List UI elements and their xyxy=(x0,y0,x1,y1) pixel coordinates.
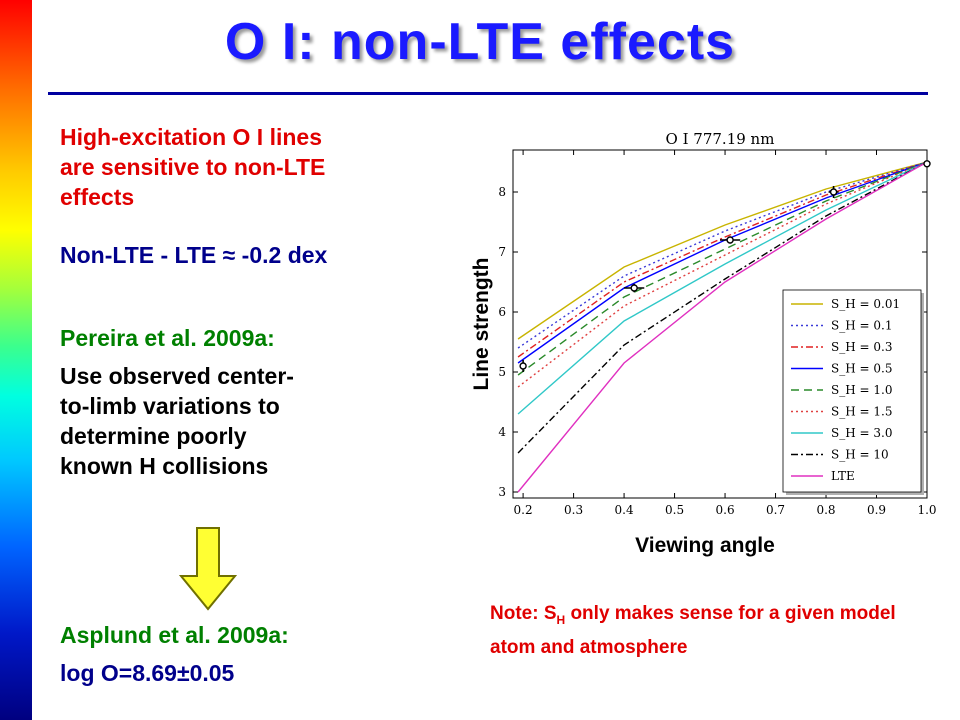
y-tick-label: 4 xyxy=(498,425,506,439)
observation-point xyxy=(829,188,838,196)
note-rest: only makes sense for a given model atom … xyxy=(490,603,896,658)
legend-label: S_H = 0.1 xyxy=(831,319,892,333)
legend-label: S_H = 0.5 xyxy=(831,362,892,376)
x-tick-label: 0.2 xyxy=(514,503,533,517)
observation-point xyxy=(630,284,638,292)
note-prefix: Note: S xyxy=(490,603,557,624)
para1-line-3: effects xyxy=(60,184,135,210)
series-line-6 xyxy=(517,161,928,388)
note-subscript: H xyxy=(556,612,566,627)
x-tick-label: 0.6 xyxy=(716,503,735,517)
rainbow-sidebar xyxy=(0,0,32,720)
x-axis-label: Viewing angle xyxy=(635,534,775,557)
legend-label: S_H = 0.3 xyxy=(831,340,892,354)
series-line-1 xyxy=(517,161,928,340)
y-axis-label: Line strength xyxy=(470,257,493,390)
reference-pereira: Pereira et al. 2009a: xyxy=(60,325,275,351)
observation-point xyxy=(923,160,931,168)
x-tick-label: 0.4 xyxy=(615,503,634,517)
x-tick-label: 0.7 xyxy=(766,503,785,517)
observation-point xyxy=(519,362,527,370)
line-chart: O I 777.19 nm 0.2 0.3 0.4 0.5 0.6 0.7 0.8 0.9 1.0… xyxy=(470,130,937,557)
x-tick-label: 0.3 xyxy=(564,503,583,517)
chart-title: O I 777.19 nm xyxy=(666,130,775,148)
series-line-8 xyxy=(517,161,928,454)
series-line-2 xyxy=(517,161,928,349)
slide-title: O I: non-LTE effects xyxy=(224,13,736,71)
para1-block: High-excitation O I lines are sensitive … xyxy=(60,122,325,212)
para2-line-3: determine poorly xyxy=(60,423,247,449)
para2-line-4: known H collisions xyxy=(60,453,269,479)
legend-label: S_H = 10 xyxy=(831,448,889,462)
y-tick-label: 3 xyxy=(498,485,506,499)
oxygen-abundance-result: log O=8.69±0.05 xyxy=(60,660,235,686)
legend-label: LTE xyxy=(831,469,855,483)
observation-point xyxy=(726,236,734,244)
series-line-9 xyxy=(517,161,928,493)
y-tick-label: 5 xyxy=(498,365,506,379)
para2-line-1: Use observed center- xyxy=(60,363,294,389)
title-underline xyxy=(48,92,928,95)
x-tick-label: 0.8 xyxy=(816,503,835,517)
legend-box xyxy=(782,289,922,493)
down-arrow-icon xyxy=(178,527,238,611)
para2-line-2: to-limb variations to xyxy=(60,393,280,419)
non-lte-difference: Non-LTE - LTE ≈ -0.2 dex xyxy=(60,242,328,268)
y-tick-label: 8 xyxy=(498,185,506,199)
note-text: Note: SH only makes sense for a given mo… xyxy=(490,600,940,662)
series-line-5 xyxy=(517,161,928,376)
legend-label: S_H = 0.01 xyxy=(831,297,900,311)
legend-label: S_H = 1.0 xyxy=(831,383,892,397)
series-line-3 xyxy=(517,161,928,358)
reference-asplund: Asplund et al. 2009a: xyxy=(60,622,289,648)
y-tick-label: 6 xyxy=(498,305,506,319)
y-tick-label: 7 xyxy=(498,245,506,259)
x-tick-label: 0.5 xyxy=(665,503,684,517)
x-tick-label: 0.9 xyxy=(867,503,886,517)
para1-line-1: High-excitation O I lines xyxy=(60,124,322,150)
legend-label: S_H = 3.0 xyxy=(831,426,892,440)
series-line-7 xyxy=(517,161,928,415)
para1-line-2: are sensitive to non-LTE xyxy=(60,154,326,180)
para2-block: Use observed center- to-limb variations … xyxy=(60,361,294,481)
legend-label: S_H = 1.5 xyxy=(831,405,892,419)
x-tick-label: 1.0 xyxy=(917,503,936,517)
